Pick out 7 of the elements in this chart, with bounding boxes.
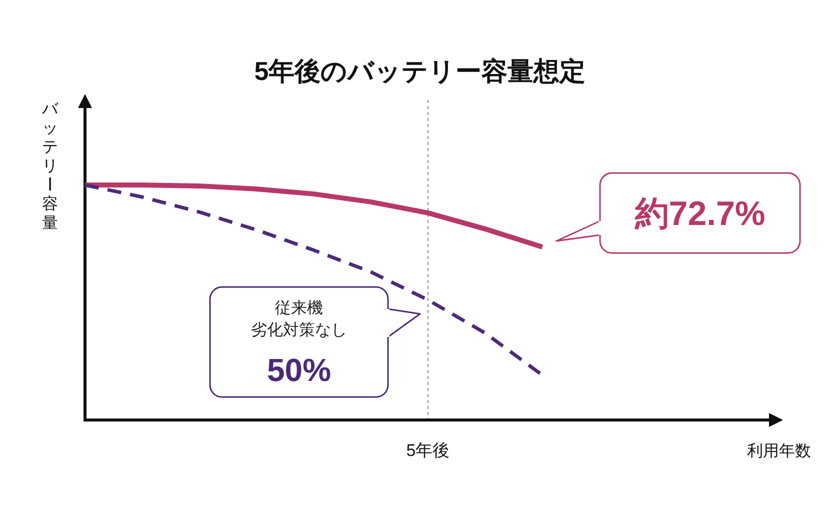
text: 5年後 — [406, 441, 450, 460]
annotation: 50% — [266, 352, 332, 388]
chart-title: 5年後のバッテリー容量想定 — [254, 56, 586, 86]
ylabel: バッテリー容量 — [40, 101, 58, 232]
annotation: 劣化対策なし — [251, 321, 347, 339]
annotation: 従来機 — [275, 299, 323, 317]
text: 利用年数 — [747, 442, 811, 460]
